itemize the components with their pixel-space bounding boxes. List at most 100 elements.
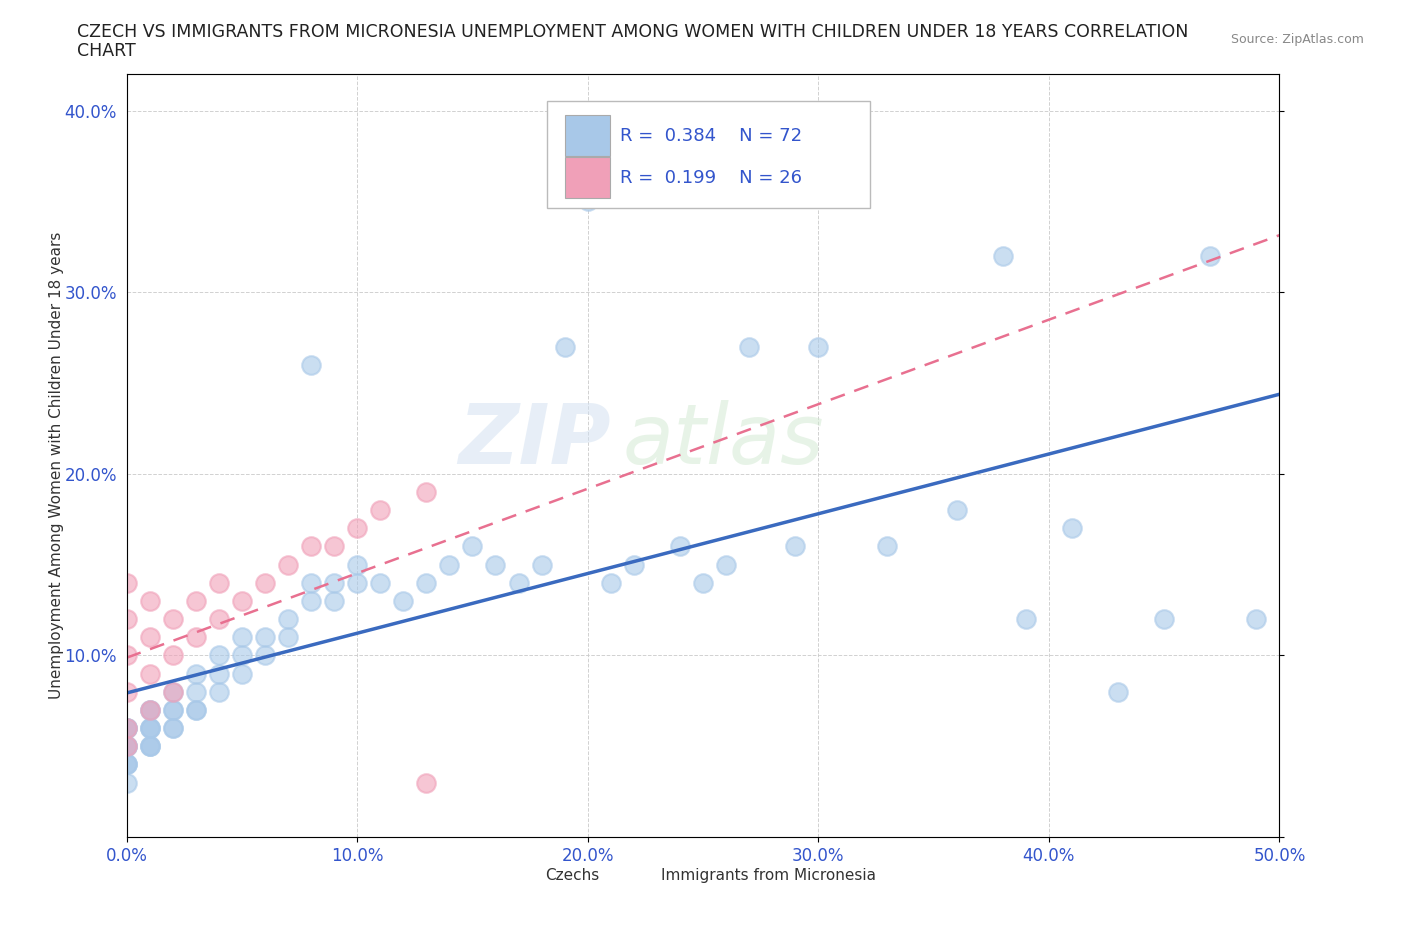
Point [115, 684, 138, 699]
Point [184, 593, 207, 608]
Text: Czechs: Czechs [546, 868, 600, 883]
Text: atlas: atlas [623, 400, 824, 481]
Point [115, 738, 138, 753]
Point [554, 339, 576, 354]
Point [115, 721, 138, 736]
Point [599, 576, 621, 591]
Point [115, 576, 138, 591]
Point [299, 593, 322, 608]
Point [231, 648, 253, 663]
Point [231, 630, 253, 644]
Point [415, 485, 437, 499]
Point [692, 576, 714, 591]
Point [184, 702, 207, 717]
Point [138, 702, 160, 717]
Point [115, 738, 138, 753]
Point [738, 339, 761, 354]
Point [807, 339, 830, 354]
Point [115, 648, 138, 663]
Point [253, 630, 276, 644]
Point [162, 721, 184, 736]
Point [184, 684, 207, 699]
Point [253, 576, 276, 591]
Point [138, 593, 160, 608]
Point [299, 576, 322, 591]
Point [277, 630, 299, 644]
Point [138, 702, 160, 717]
Point [138, 702, 160, 717]
Point [115, 721, 138, 736]
Point [346, 557, 368, 572]
Point [669, 539, 692, 554]
Point [138, 721, 160, 736]
Point [530, 557, 553, 572]
Point [623, 557, 645, 572]
Point [115, 738, 138, 753]
Point [138, 666, 160, 681]
Point [991, 248, 1014, 263]
Point [138, 738, 160, 753]
FancyBboxPatch shape [565, 114, 610, 156]
Point [138, 721, 160, 736]
Text: R =  0.199    N = 26: R = 0.199 N = 26 [620, 169, 801, 187]
Point [208, 684, 231, 699]
Text: CZECH VS IMMIGRANTS FROM MICRONESIA UNEMPLOYMENT AMONG WOMEN WITH CHILDREN UNDER: CZECH VS IMMIGRANTS FROM MICRONESIA UNEM… [77, 23, 1188, 41]
Point [368, 576, 391, 591]
Point [138, 738, 160, 753]
FancyBboxPatch shape [565, 157, 610, 198]
Point [368, 503, 391, 518]
Point [277, 557, 299, 572]
Point [184, 702, 207, 717]
Text: Immigrants from Micronesia: Immigrants from Micronesia [661, 868, 876, 883]
Point [323, 593, 346, 608]
Point [876, 539, 898, 554]
Text: Unemployment Among Women with Children Under 18 years: Unemployment Among Women with Children U… [49, 232, 63, 698]
Point [323, 539, 346, 554]
Point [115, 738, 138, 753]
Point [1060, 521, 1083, 536]
Point [1199, 248, 1222, 263]
Point [299, 539, 322, 554]
Point [115, 757, 138, 772]
Point [115, 721, 138, 736]
Point [253, 648, 276, 663]
Point [323, 576, 346, 591]
Text: Source: ZipAtlas.com: Source: ZipAtlas.com [1230, 33, 1364, 46]
Point [162, 721, 184, 736]
Point [115, 775, 138, 790]
Point [162, 684, 184, 699]
Point [576, 194, 599, 209]
Point [138, 738, 160, 753]
Point [461, 539, 484, 554]
Point [439, 557, 461, 572]
Point [162, 702, 184, 717]
Point [299, 357, 322, 372]
Point [415, 775, 437, 790]
Point [415, 576, 437, 591]
Point [115, 612, 138, 627]
Point [1153, 612, 1175, 627]
Point [231, 666, 253, 681]
Point [392, 593, 415, 608]
Point [785, 539, 807, 554]
Point [184, 630, 207, 644]
Point [1246, 612, 1268, 627]
Point [484, 557, 506, 572]
Point [208, 576, 231, 591]
Text: ZIP: ZIP [458, 400, 610, 481]
Point [115, 757, 138, 772]
Point [162, 684, 184, 699]
Point [162, 612, 184, 627]
Point [508, 576, 530, 591]
Point [115, 721, 138, 736]
Point [208, 666, 231, 681]
Point [1107, 684, 1129, 699]
Point [346, 576, 368, 591]
Point [346, 521, 368, 536]
FancyBboxPatch shape [643, 856, 896, 894]
Point [1015, 612, 1038, 627]
Point [138, 630, 160, 644]
Point [162, 648, 184, 663]
FancyBboxPatch shape [547, 101, 870, 208]
Point [208, 612, 231, 627]
